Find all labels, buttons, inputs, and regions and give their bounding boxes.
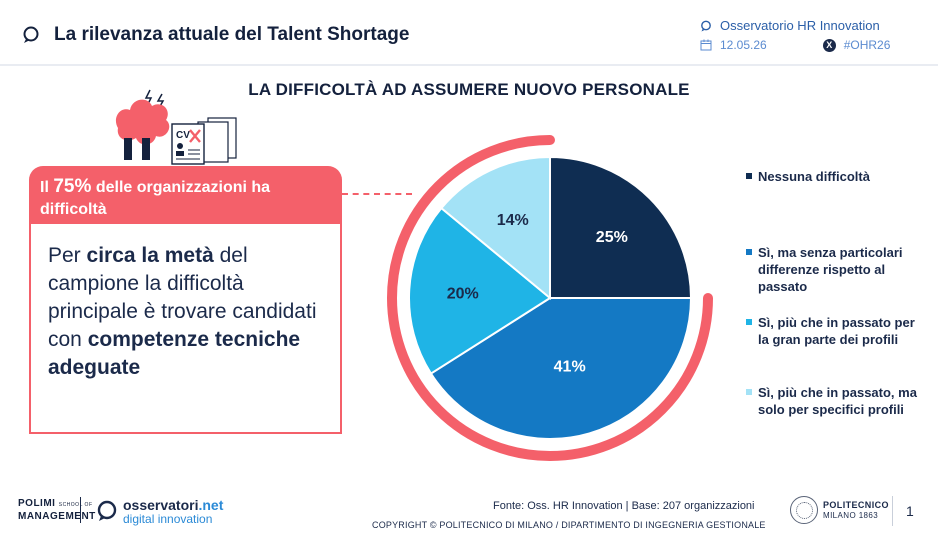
callout-percentage: 75% bbox=[53, 176, 92, 197]
cv-document-icon: CV bbox=[171, 117, 237, 165]
polimi-som-logo: POLIMI SCHOOL OF MANAGEMENT bbox=[18, 498, 96, 522]
x-logo-icon[interactable]: X bbox=[822, 38, 836, 52]
callout-header: Il 75% delle organizzazioni ha difficolt… bbox=[29, 166, 342, 224]
header-meta: 12.05.26 X #OHR26 bbox=[700, 38, 890, 52]
page-number: 1 bbox=[906, 503, 914, 519]
pie-value-label-0: 25% bbox=[596, 229, 628, 246]
legend-item-2: Sì, più che in passato per la gran parte… bbox=[746, 314, 926, 348]
callout-body: Per circa la metà del campione la diffic… bbox=[29, 224, 342, 434]
callout-connector bbox=[342, 193, 412, 195]
pie-value-label-3: 14% bbox=[497, 212, 529, 229]
observatory-name: Osservatorio HR Innovation bbox=[720, 18, 880, 33]
source-note: Fonte: Oss. HR Innovation | Base: 207 or… bbox=[493, 500, 755, 512]
hashtag-label: #OHR26 bbox=[843, 38, 891, 52]
legend-item-0: Nessuna difficoltà bbox=[746, 168, 926, 185]
legend-item-1: Sì, ma senza particolari differenze risp… bbox=[746, 244, 926, 295]
pie-value-label-2: 20% bbox=[447, 286, 479, 303]
legend-swatch bbox=[746, 389, 752, 395]
cv-label: CV bbox=[176, 130, 190, 141]
legend-swatch bbox=[746, 249, 752, 255]
pie-value-label-1: 41% bbox=[554, 359, 586, 376]
pie-slice-0 bbox=[549, 155, 693, 299]
politecnico-seal-icon bbox=[790, 496, 818, 524]
politecnico-logo: POLITECNICO MILANO 1863 bbox=[790, 496, 890, 526]
search-bubble-icon bbox=[23, 26, 39, 43]
calendar-icon bbox=[700, 39, 712, 51]
footer-divider bbox=[80, 497, 81, 523]
date-label: 12.05.26 bbox=[720, 38, 767, 52]
pie-slice-2 bbox=[408, 206, 552, 375]
copyright-note: COPYRIGHT © POLITECNICO DI MILANO / DIPA… bbox=[372, 520, 766, 530]
slide-header: La rilevanza attuale del Talent Shortage… bbox=[0, 0, 938, 66]
legend-swatch bbox=[746, 319, 752, 325]
pie-slice-3 bbox=[439, 155, 551, 301]
chart-title: LA DIFFICOLTÀ AD ASSUMERE NUOVO PERSONAL… bbox=[248, 80, 690, 99]
legend-swatch bbox=[746, 173, 752, 179]
observatory-label: Osservatorio HR Innovation bbox=[700, 18, 880, 33]
stress-cloud-icon bbox=[115, 99, 170, 145]
highlight-ring bbox=[387, 135, 713, 461]
frustrated-recruiter-illustration: CV bbox=[115, 89, 237, 165]
osservatori-bubble-icon bbox=[97, 500, 117, 521]
footer-divider-right bbox=[892, 496, 893, 526]
page-title: La rilevanza attuale del Talent Shortage bbox=[54, 24, 410, 45]
legend-item-3: Sì, più che in passato, ma solo per spec… bbox=[746, 384, 926, 418]
bubble-icon bbox=[701, 20, 711, 31]
